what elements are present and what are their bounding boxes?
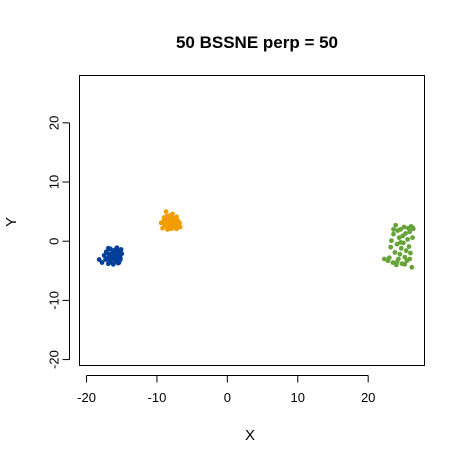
data-point — [169, 223, 175, 229]
x-tick-label: 20 — [361, 390, 375, 405]
data-point — [398, 239, 403, 245]
series-3 — [381, 222, 416, 270]
data-point — [407, 256, 413, 262]
data-point — [163, 209, 169, 215]
y-tick-label: 0 — [47, 238, 62, 245]
data-point — [403, 248, 409, 254]
data-point — [397, 251, 403, 257]
x-tick-label: -10 — [148, 390, 167, 405]
data-points — [96, 209, 416, 270]
y-tick-label: 10 — [47, 175, 62, 189]
data-point — [410, 225, 415, 231]
data-point — [170, 211, 175, 217]
data-point — [105, 250, 111, 256]
data-point — [410, 235, 415, 241]
data-point — [389, 238, 394, 244]
data-point — [407, 229, 413, 235]
data-point — [117, 255, 123, 261]
data-point — [402, 254, 408, 260]
data-point — [177, 220, 182, 226]
data-point — [401, 224, 407, 230]
data-point — [403, 231, 408, 236]
y-axis-label: Y — [3, 217, 20, 227]
data-point — [101, 253, 107, 258]
data-point — [408, 250, 413, 256]
x-axis: -20 -10 0 10 20 — [77, 375, 375, 405]
y-axis: -20 -10 0 10 20 — [47, 116, 70, 369]
data-point — [119, 251, 125, 257]
data-point — [398, 245, 404, 251]
x-tick-label: 10 — [291, 390, 305, 405]
data-point — [386, 255, 392, 261]
data-point — [409, 264, 415, 270]
x-axis-label: X — [245, 427, 255, 444]
x-tick-label: -20 — [77, 390, 96, 405]
series-1 — [96, 245, 125, 267]
data-point — [392, 250, 398, 255]
data-point — [96, 257, 102, 262]
data-point — [406, 244, 412, 249]
data-point — [164, 213, 170, 219]
data-point — [105, 245, 111, 251]
data-point — [113, 250, 119, 256]
data-point — [393, 222, 399, 228]
data-point — [405, 237, 411, 242]
series-2 — [158, 209, 183, 232]
data-point — [391, 226, 396, 232]
data-point — [165, 218, 170, 224]
data-point — [390, 260, 396, 265]
data-point — [394, 259, 400, 265]
data-point — [174, 226, 180, 232]
data-point — [172, 218, 178, 223]
y-tick-label: -10 — [47, 291, 62, 310]
data-point — [388, 244, 394, 250]
chart-title: 50 BSSNE perp = 50 — [176, 33, 338, 52]
plot-frame — [79, 75, 425, 366]
data-point — [402, 261, 408, 267]
data-point — [391, 231, 396, 237]
y-tick-label: -20 — [47, 350, 62, 369]
data-point — [398, 226, 403, 232]
data-point — [116, 260, 122, 265]
x-tick-label: 0 — [224, 390, 231, 405]
y-tick-label: 20 — [47, 116, 62, 130]
data-point — [108, 256, 114, 262]
